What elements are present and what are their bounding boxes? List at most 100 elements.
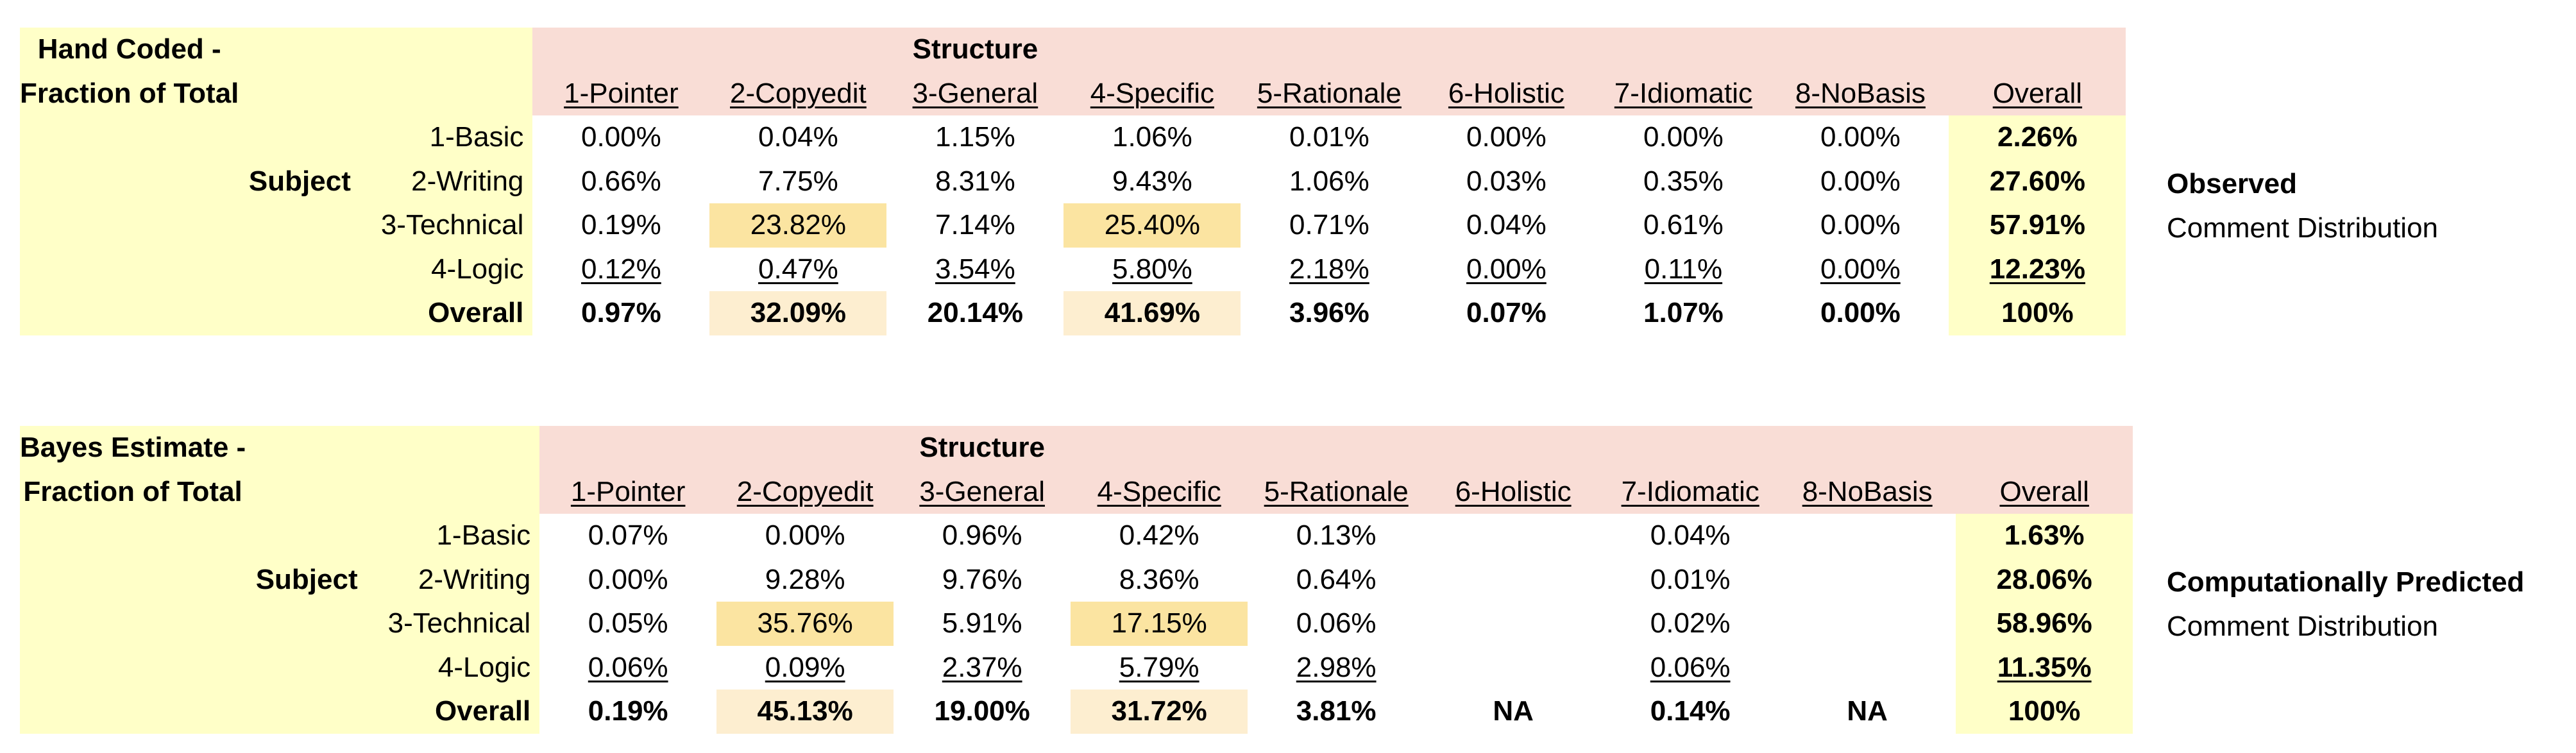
column-header-overall: Overall bbox=[1992, 77, 2083, 109]
column-total-cell: 32.09% bbox=[709, 291, 887, 335]
data-cell: 0.02% bbox=[1650, 607, 1731, 639]
column-header: 5-Rationale bbox=[1257, 77, 1402, 109]
data-cell: 5.80% bbox=[1112, 253, 1192, 285]
row-label: 2-Writing bbox=[360, 159, 533, 203]
structure-label: Structure bbox=[894, 426, 1071, 470]
row-total-cell: 57.91% bbox=[1949, 203, 2126, 248]
column-header: 8-NoBasis bbox=[1802, 475, 1933, 507]
data-cell: 0.00% bbox=[1820, 165, 1901, 197]
row-total-cell: 12.23% bbox=[1989, 253, 2085, 285]
grand-total-cell: 100% bbox=[1956, 690, 2133, 734]
table-row-overall: Overall 0.19% 45.13% 19.00% 31.72% 3.81%… bbox=[20, 690, 2133, 734]
data-cell: 0.04% bbox=[758, 121, 838, 153]
data-cell: 0.03% bbox=[1466, 165, 1546, 197]
column-header: 2-Copyedit bbox=[730, 77, 867, 109]
highlighted-cell: 35.76% bbox=[716, 602, 894, 646]
observed-distribution-table: Hand Coded - Structure Fraction of Total… bbox=[20, 28, 2126, 335]
table-row: 3-Technical 0.19% 23.82% 7.14% 25.40% 0.… bbox=[20, 203, 2126, 248]
data-cell: 0.12% bbox=[581, 253, 661, 285]
table-title-line2: Fraction of Total bbox=[20, 71, 239, 115]
column-total-cell: 1.07% bbox=[1643, 297, 1724, 329]
data-cell: 0.01% bbox=[1650, 563, 1731, 595]
data-cell bbox=[1425, 602, 1602, 646]
column-header: 4-Specific bbox=[1090, 77, 1214, 109]
data-cell: 0.11% bbox=[1644, 253, 1723, 285]
table-row: 1-Basic 0.07% 0.00% 0.96% 0.42% 0.13% 0.… bbox=[20, 514, 2133, 558]
column-header-overall: Overall bbox=[1999, 475, 2089, 507]
table-row: 4-Logic 0.06% 0.09% 2.37% 5.79% 2.98% 0.… bbox=[20, 645, 2133, 690]
column-total-cell: 3.96% bbox=[1289, 297, 1369, 329]
column-header: 4-Specific bbox=[1097, 475, 1221, 507]
data-cell: 0.71% bbox=[1289, 209, 1369, 241]
row-label: 4-Logic bbox=[368, 645, 540, 690]
data-cell: 0.00% bbox=[588, 563, 668, 595]
subject-label: Subject bbox=[239, 159, 361, 203]
row-label: Overall bbox=[360, 291, 533, 335]
data-cell bbox=[1779, 558, 1956, 602]
data-cell: 5.91% bbox=[942, 607, 1022, 639]
column-total-cell: 0.97% bbox=[581, 297, 661, 329]
data-cell: 3.54% bbox=[935, 253, 1015, 285]
row-total-cell: 27.60% bbox=[1949, 159, 2126, 203]
data-cell: 7.14% bbox=[935, 209, 1015, 241]
column-header: 3-General bbox=[912, 77, 1038, 109]
row-label: 3-Technical bbox=[360, 203, 533, 248]
data-cell: 0.00% bbox=[1466, 253, 1546, 285]
table-row: 4-Logic 0.12% 0.47% 3.54% 5.80% 2.18% 0.… bbox=[20, 247, 2126, 291]
row-label: Overall bbox=[368, 690, 540, 734]
subject-label: Subject bbox=[246, 557, 368, 602]
data-cell: 2.37% bbox=[942, 651, 1022, 683]
data-cell: 0.07% bbox=[588, 520, 668, 552]
column-total-cell: NA bbox=[1493, 695, 1534, 727]
data-cell: 0.96% bbox=[942, 520, 1022, 552]
column-total-cell: 20.14% bbox=[927, 297, 1023, 329]
column-header: 3-General bbox=[919, 475, 1045, 507]
column-header: 7-Idiomatic bbox=[1621, 475, 1759, 507]
table-row: 3-Technical 0.05% 35.76% 5.91% 17.15% 0.… bbox=[20, 602, 2133, 646]
column-total-cell: 45.13% bbox=[716, 690, 894, 734]
column-total-cell: NA bbox=[1847, 695, 1888, 727]
side-label-subtitle: Comment Distribution bbox=[2167, 611, 2439, 642]
column-header: 8-NoBasis bbox=[1795, 77, 1926, 109]
data-cell bbox=[1779, 602, 1956, 646]
column-header: 7-Idiomatic bbox=[1614, 77, 1752, 109]
row-label: 1-Basic bbox=[360, 115, 533, 160]
data-cell: 0.42% bbox=[1119, 520, 1199, 552]
side-label-subtitle: Comment Distribution bbox=[2167, 212, 2439, 244]
side-label-title: Computationally Predicted bbox=[2167, 566, 2525, 598]
data-cell: 0.00% bbox=[1820, 121, 1901, 153]
row-label: 3-Technical bbox=[368, 602, 540, 646]
row-total-cell: 28.06% bbox=[1956, 557, 2133, 602]
table-title-line1: Bayes Estimate - bbox=[20, 426, 246, 470]
row-label: 1-Basic bbox=[368, 514, 540, 558]
data-cell: 0.00% bbox=[1820, 253, 1901, 285]
data-cell: 0.00% bbox=[765, 520, 845, 552]
predicted-distribution-table: Bayes Estimate - Structure Fraction of T… bbox=[20, 426, 2133, 734]
side-label-title: Observed bbox=[2167, 168, 2297, 199]
data-cell: 1.06% bbox=[1289, 165, 1369, 197]
column-header: 1-Pointer bbox=[564, 77, 679, 109]
column-header: 1-Pointer bbox=[570, 475, 686, 507]
data-cell bbox=[1425, 558, 1602, 602]
data-cell: 1.15% bbox=[935, 121, 1015, 153]
column-total-cell: 31.72% bbox=[1071, 690, 1248, 734]
grand-total-cell: 100% bbox=[1949, 291, 2126, 335]
table-row: Subject 2-Writing 0.66% 7.75% 8.31% 9.43… bbox=[20, 159, 2126, 203]
data-cell: 0.64% bbox=[1296, 563, 1377, 595]
data-cell: 0.00% bbox=[581, 121, 661, 153]
table-row: Subject 2-Writing 0.00% 9.28% 9.76% 8.36… bbox=[20, 557, 2133, 602]
data-cell: 0.00% bbox=[1820, 209, 1901, 241]
data-cell: 0.04% bbox=[1466, 209, 1546, 241]
data-cell: 0.13% bbox=[1296, 520, 1377, 552]
row-total-cell: 2.26% bbox=[1949, 115, 2126, 160]
data-cell: 0.00% bbox=[1643, 121, 1724, 153]
column-total-cell: 41.69% bbox=[1063, 291, 1241, 335]
column-total-cell: 3.81% bbox=[1296, 695, 1377, 727]
table-row: 1-Basic 0.00% 0.04% 1.15% 1.06% 0.01% 0.… bbox=[20, 115, 2126, 160]
data-cell: 9.76% bbox=[942, 563, 1022, 595]
data-cell: 0.00% bbox=[1466, 121, 1546, 153]
data-cell: 0.47% bbox=[758, 253, 838, 285]
data-cell: 0.61% bbox=[1643, 209, 1724, 241]
highlighted-cell: 17.15% bbox=[1071, 602, 1248, 646]
table-row-overall: Overall 0.97% 32.09% 20.14% 41.69% 3.96%… bbox=[20, 291, 2126, 335]
